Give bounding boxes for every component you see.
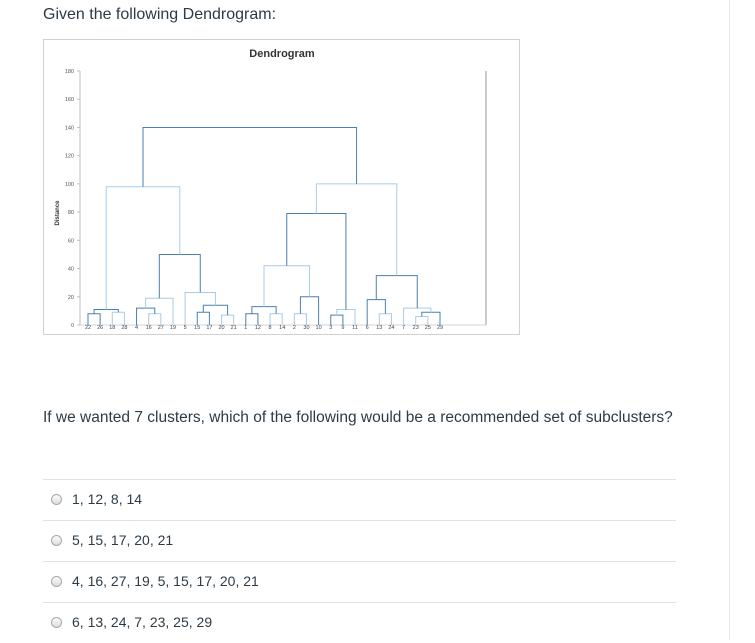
dendrogram-link (202, 304, 229, 316)
dendrogram-link (366, 299, 386, 325)
leaf-label: 13 (376, 325, 382, 331)
leaf-label: 20 (218, 325, 224, 331)
dendrogram-link (378, 313, 392, 325)
y-tick-label: 120 (65, 154, 74, 160)
links-layer (87, 126, 441, 325)
dendrogram-link (136, 307, 156, 325)
y-tick-label: 40 (68, 267, 74, 273)
dendrogram-link (221, 314, 235, 325)
dendrogram-link (403, 307, 432, 325)
leaf-label: 2 (293, 325, 296, 331)
dendrogram-link (263, 265, 311, 307)
y-tick-label: 20 (68, 295, 74, 301)
dendrogram-link (293, 313, 307, 325)
dendrogram-link (196, 311, 210, 325)
y-tick-label: 160 (65, 97, 74, 103)
leaf-label: 23 (413, 325, 419, 331)
dendrogram-link (336, 308, 356, 325)
dendrogram-link (330, 314, 344, 325)
radio-button[interactable] (51, 617, 62, 628)
dendrogram-link (421, 311, 441, 325)
leaf-label: 21 (231, 325, 237, 331)
leaf-label: 11 (352, 325, 358, 331)
leaf-labels-layer: 22 26 18 28 4 16 27 19 5 15 17 20 21 1 12 8 14 2 30 10 3 9 11 6… (85, 325, 443, 331)
dendrogram-link (142, 126, 358, 187)
leaf-label: 18 (109, 325, 115, 331)
answer-label: 5, 15, 17, 20, 21 (72, 532, 174, 548)
dendrogram-link (158, 253, 201, 299)
leaf-label: 17 (206, 325, 212, 331)
dendrogram-link (87, 313, 101, 325)
leaf-label: 8 (269, 325, 272, 331)
answer-option-1[interactable]: 1, 12, 8, 14 (43, 479, 676, 520)
y-tick-label: 80 (68, 210, 74, 216)
leaf-label: 28 (121, 325, 127, 331)
radio-button[interactable] (51, 494, 62, 505)
leaf-label: 15 (194, 325, 200, 331)
y-tick-label: 60 (68, 238, 74, 244)
leaf-label: 6 (366, 325, 369, 331)
radio-button[interactable] (51, 576, 62, 587)
leaf-label: 26 (97, 325, 103, 331)
y-tick-label: 180 (65, 69, 74, 75)
dendrogram-link (269, 313, 283, 325)
dendrogram-link (93, 308, 119, 314)
leaf-label: 3 (329, 325, 332, 331)
answer-list: 1, 12, 8, 14 5, 15, 17, 20, 21 4, 16, 27… (43, 479, 676, 643)
dendrogram-link (184, 292, 216, 325)
answer-label: 6, 13, 24, 7, 23, 25, 29 (72, 614, 213, 630)
leaf-label: 22 (85, 325, 91, 331)
leaf-label: 4 (135, 325, 138, 331)
leaf-label: 12 (255, 325, 261, 331)
leaf-label: 14 (279, 325, 285, 331)
leaf-label: 29 (437, 325, 443, 331)
leaf-label: 9 (341, 325, 344, 331)
dendrogram-svg: Dendrogram Distance 02040608010012014016… (55, 48, 487, 331)
answer-label: 1, 12, 8, 14 (72, 491, 143, 507)
answer-option-4[interactable]: 6, 13, 24, 7, 23, 25, 29 (43, 602, 676, 643)
question-heading: Given the following Dendrogram: (43, 6, 277, 23)
dendrogram-link (148, 313, 162, 325)
dendrogram-link (286, 213, 347, 310)
leaf-label: 7 (402, 325, 405, 331)
dendrogram-link (111, 311, 125, 325)
dendrogram-link (105, 186, 181, 310)
dendrogram-link (375, 275, 418, 309)
dendrogram-link (299, 296, 320, 325)
page-divider (729, 0, 730, 640)
leaf-label: 19 (170, 325, 176, 331)
leaf-label: 25 (425, 325, 431, 331)
answer-label: 4, 16, 27, 19, 5, 15, 17, 20, 21 (72, 573, 259, 589)
dendrogram-link (415, 316, 429, 325)
y-axis-label: Distance (55, 200, 61, 226)
leaf-label: 27 (158, 325, 164, 331)
leaf-label: 24 (388, 325, 394, 331)
y-tick-label: 140 (65, 125, 74, 131)
y-tick-label: 0 (71, 323, 74, 329)
question-prompt: If we wanted 7 clusters, which of the fo… (43, 409, 673, 426)
answer-option-2[interactable]: 5, 15, 17, 20, 21 (43, 520, 676, 561)
leaf-label: 30 (303, 325, 309, 331)
y-tick-label: 100 (65, 182, 74, 188)
dendrogram-link (315, 183, 398, 276)
dendrogram-link (245, 313, 259, 325)
leaf-label: 10 (316, 325, 322, 331)
dendrogram-link (251, 306, 277, 314)
leaf-label: 5 (184, 325, 187, 331)
dendrogram-chart: Dendrogram Distance 0 20 40 60 80 100 120 140 16… (43, 39, 520, 335)
leaf-label: 1 (244, 325, 247, 331)
answer-option-3[interactable]: 4, 16, 27, 19, 5, 15, 17, 20, 21 (43, 561, 676, 602)
dendrogram-link (145, 297, 174, 325)
chart-title: Dendrogram (249, 48, 315, 60)
leaf-label: 16 (146, 325, 152, 331)
radio-button[interactable] (51, 535, 62, 546)
